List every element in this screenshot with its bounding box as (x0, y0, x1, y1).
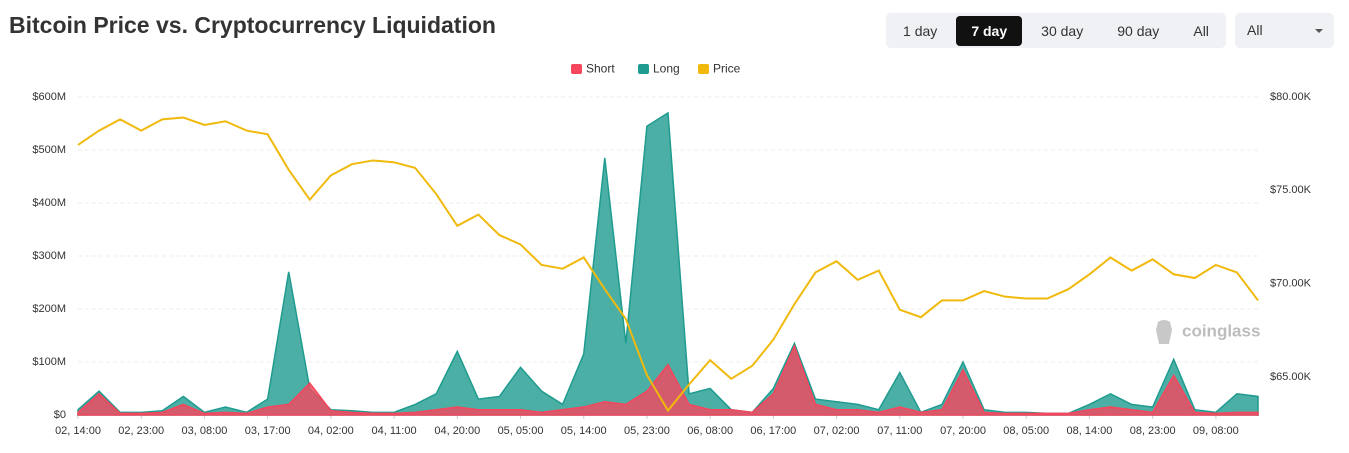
x-tick-label: 04, 11:00 (372, 425, 417, 437)
y-tick-label: $600M (32, 91, 66, 103)
range-button[interactable]: 30 day (1041, 22, 1084, 39)
x-tick-label: 07, 02:00 (814, 425, 860, 437)
legend-label: Price (713, 62, 741, 76)
legend-swatch (638, 64, 649, 74)
x-tick-label: 06, 17:00 (750, 425, 796, 437)
x-tick-label: 04, 02:00 (308, 425, 354, 437)
x-tick-label: 08, 23:00 (1130, 425, 1176, 437)
x-tick-label: 03, 17:00 (245, 425, 291, 437)
y2-tick-label: $75.00K (1270, 184, 1312, 196)
x-tick-label: 06, 08:00 (687, 425, 733, 437)
x-tick-label: 07, 20:00 (940, 425, 986, 437)
x-tick-label: 02, 14:00 (55, 425, 101, 437)
legend: Short Long Price (571, 62, 741, 76)
chart-title: Bitcoin Price vs. Cryptocurrency Liquida… (9, 12, 496, 38)
x-tick-label: 05, 23:00 (624, 425, 670, 437)
watermark: coinglass (1156, 320, 1260, 344)
x-tick-label: 09, 08:00 (1193, 425, 1239, 437)
y-tick-label: $400M (32, 197, 66, 209)
x-tick-label: 08, 05:00 (1003, 425, 1049, 437)
y2-tick-label: $80.00K (1270, 91, 1312, 103)
area-short (77, 344, 1259, 416)
y2-tick-label: $65.00K (1270, 371, 1312, 383)
dropdown[interactable]: All (1235, 13, 1334, 48)
range-button[interactable]: 90 day (1117, 22, 1160, 39)
x-tick-label: 04, 20:00 (434, 425, 480, 437)
legend-swatch (698, 64, 709, 74)
legend-label: Short (586, 62, 615, 76)
range-selector: 1 day 7 day 30 day 90 day All (886, 13, 1226, 48)
x-tick-label: 08, 14:00 (1066, 425, 1112, 437)
area-long (77, 111, 1259, 416)
range-button[interactable]: 7 day (956, 15, 1023, 46)
y-tick-label: $500M (32, 144, 66, 156)
legend-swatch (571, 64, 582, 74)
watermark-icon (1156, 320, 1172, 344)
x-tick-label: 05, 14:00 (561, 425, 607, 437)
x-tick-label: 02, 23:00 (118, 425, 164, 437)
y-tick-label: $300M (32, 250, 66, 262)
x-tick-label: 05, 05:00 (498, 425, 544, 437)
y-tick-label: $100M (32, 356, 66, 368)
x-tick-label: 07, 11:00 (877, 425, 922, 437)
price-line (77, 116, 1259, 413)
range-button[interactable]: All (1193, 22, 1209, 39)
y-tick-label: $0 (54, 409, 66, 421)
legend-label: Long (653, 62, 680, 76)
y-tick-label: $200M (32, 303, 66, 315)
range-button[interactable]: 1 day (903, 22, 938, 39)
watermark-text: coinglass (1182, 321, 1260, 340)
y2-tick-label: $70.00K (1270, 278, 1312, 290)
x-tick-label: 03, 08:00 (181, 425, 227, 437)
